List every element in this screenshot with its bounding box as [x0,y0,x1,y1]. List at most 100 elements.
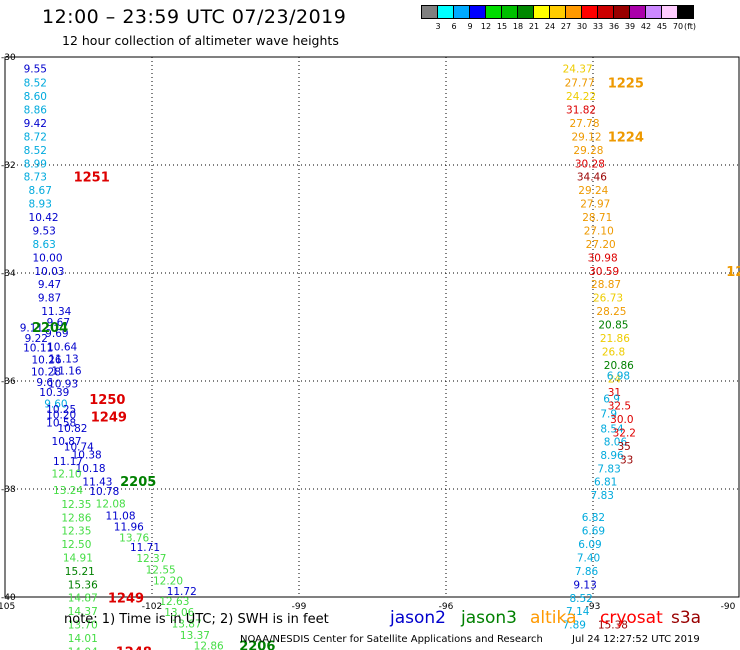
color-scale-label: 42 [640,22,652,31]
wave-height-reading: 6.81 [594,476,617,488]
wave-height-reading: 7.14 [566,606,590,618]
wave-height-reading: 31 [608,387,621,399]
wave-height-reading: 9.22 [25,333,48,345]
lon-tick-label: -93 [586,602,601,612]
wave-height-reading: 32.5 [608,400,631,412]
wave-height-reading: 12.50 [61,539,91,551]
wave-height-reading: 28.87 [591,279,621,291]
wave-height-reading: 29.28 [573,145,603,157]
wave-height-reading: 24.22 [566,91,596,103]
wave-height-reading: 32.2 [613,427,636,439]
color-scale-label: 27 [560,22,572,31]
wave-height-reading: 10.42 [29,212,59,224]
wave-height-reading: 14.91 [63,553,93,565]
color-scale-labels: 3 6 9 12 15 18 21 24 27 30 33 36 39 42 45 70 (ft) [421,22,740,34]
wave-height-reading: 11.43 [82,476,112,488]
wave-height-reading: 8.63 [32,239,55,251]
wave-height-reading: 29.12 [571,131,601,143]
wave-height-reading: 6.82 [582,512,605,524]
wave-height-reading: 35 [618,441,631,453]
pass-time-label: 2206 [239,640,275,650]
wave-height-reading: 10.39 [39,387,69,399]
color-scale-label: 12 [480,22,492,31]
wave-height-reading: 8.67 [29,185,52,197]
wave-height-reading: 30.28 [575,158,605,170]
wave-height-reading: 9.67 [47,317,70,329]
color-scale-label: 6 [451,22,457,31]
wave-height-reading: 12.37 [136,553,166,565]
color-scale-label: 39 [624,22,636,31]
wave-height-reading: 20.85 [598,319,628,331]
wave-height-reading: 8.60 [24,91,47,103]
wave-height-reading: 29.24 [578,185,608,197]
wave-height-reading: 26.8 [602,346,625,358]
wave-height-reading: 9.42 [24,118,47,130]
wave-height-reading: 6.98 [607,371,630,383]
wave-height-reading: 28.25 [596,306,626,318]
wave-height-reading: 13.70 [68,620,98,632]
color-scale-swatch [677,5,694,19]
wave-height-reading: 14.04 [68,647,98,650]
wave-height-reading: 10.26 [31,354,61,366]
wave-height-reading: 7.89 [563,620,586,632]
wave-height-reading: 12.20 [153,575,183,587]
lat-tick-label: -40 [1,593,16,603]
color-scale-swatches [421,5,694,19]
wave-height-reading: 11.17 [53,456,83,468]
wave-height-reading: 11.71 [130,542,160,554]
wave-height-reading: 8.93 [29,198,52,210]
wave-height-reading: 8.52 [24,145,47,157]
wave-height-reading: 10.00 [32,252,62,264]
wave-height-reading: 30.59 [589,266,619,278]
lat-tick-label: -30 [1,53,16,63]
wave-height-reading: 10.38 [72,449,102,461]
wave-height-reading: 13.24 [53,485,83,497]
wave-height-reading: 12.35 [61,499,91,511]
wave-height-reading: 12.63 [159,596,189,608]
wave-height-reading: 8.96 [600,450,624,462]
footer-org: NOAA/NESDIS Center for Satellite Applica… [240,634,543,645]
color-scale-label: 45 [656,22,668,31]
color-scale-label: 33 [592,22,604,31]
mission-jason3: jason3 [461,608,517,628]
wave-height-reading: 8.52 [569,593,592,605]
wave-height-reading: 12.86 [194,641,224,650]
wave-height-reading: 6.9 [603,393,620,405]
lat-tick-label: -36 [1,377,16,387]
color-scale-label: 30 [576,22,588,31]
wave-height-reading: 27.97 [580,198,610,210]
wave-height-reading: 12.86 [61,513,91,525]
lat-tick-label: -38 [1,485,16,495]
pass-time-label: 1248 [116,646,152,650]
wave-height-reading: 8.52 [24,77,47,89]
mission-cryosat: cryosat [600,608,663,628]
wave-height-reading: 10.74 [64,441,94,453]
color-scale-label: 24 [544,22,556,31]
wave-height-reading: 10.20 [46,409,76,421]
wave-height-reading: 10.58 [46,418,76,430]
lon-tick-label: -96 [439,602,454,612]
wave-height-reading: 10.78 [89,486,119,498]
wave-height-reading: 9.11 [20,323,43,335]
wave-height-reading: 8.99 [24,158,47,170]
footer-timestamp: Jul 24 12:27:52 UTC 2019 [572,634,700,645]
wave-height-reading: 26.73 [593,292,623,304]
wave-height-reading: 15.21 [65,566,95,578]
pass-time-label: 1224 [608,130,644,145]
wave-height-reading: 9.60 [44,399,67,411]
mission-s3a: s3a [671,608,702,628]
wave-height-reading: 10.87 [52,436,82,448]
wave-height-reading: 7.9 [600,408,617,420]
wave-height-reading: 10.25 [46,404,76,416]
wave-height-reading: 7.83 [597,463,620,475]
wave-height-reading: 10.18 [76,463,106,475]
wave-height-reading: 6.09 [578,539,601,551]
wave-height-reading: 9.55 [24,63,47,75]
page-subtitle: 12 hour collection of altimeter wave hei… [62,33,339,48]
wave-height-reading: 9.69 [45,328,68,340]
wave-height-reading: 11.96 [114,521,144,533]
wave-height-reading: 10.82 [57,423,87,435]
wave-height-reading: 15.38 [598,620,628,632]
pass-time-label: 1225 [608,76,644,91]
wave-height-reading: 27.10 [584,225,614,237]
